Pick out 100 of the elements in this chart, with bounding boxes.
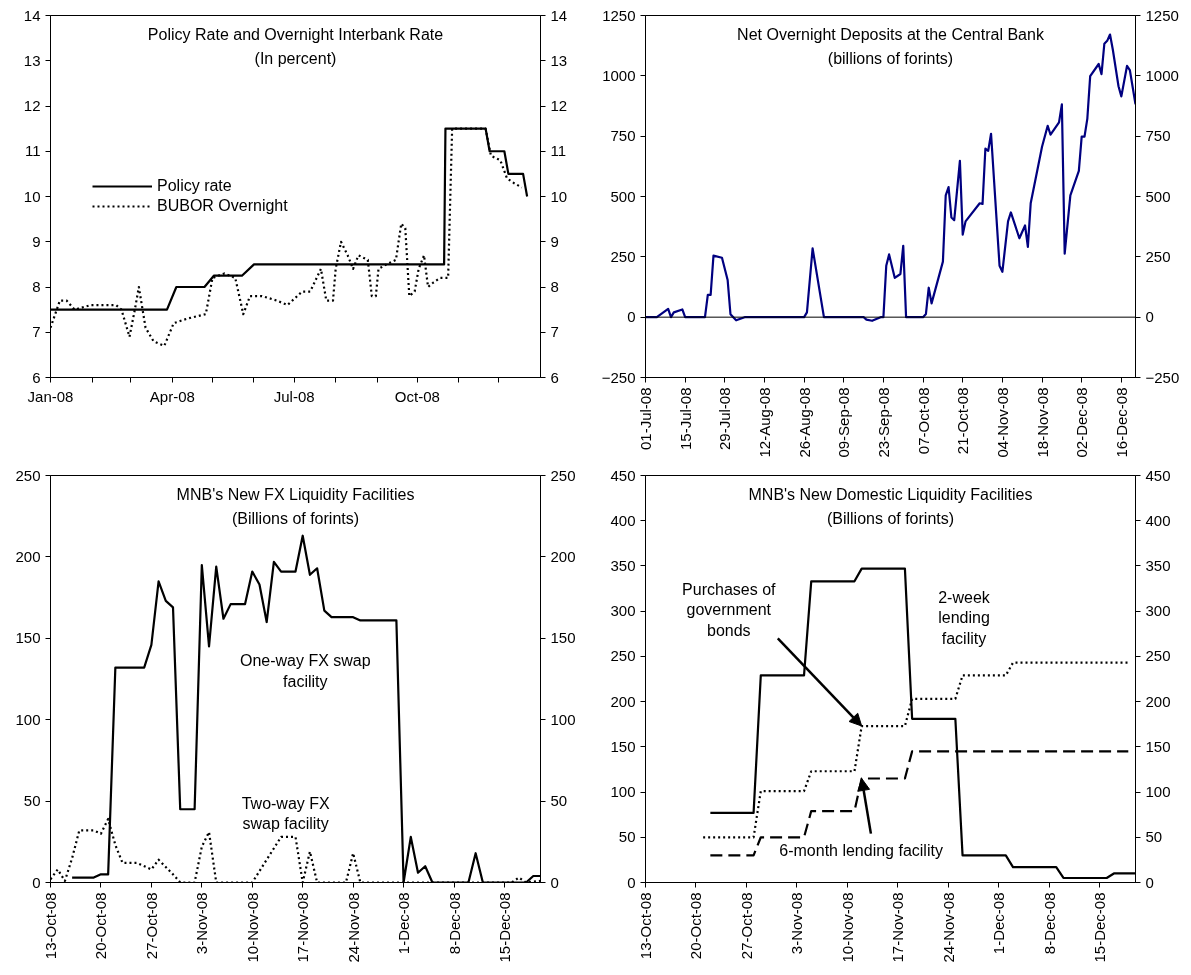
x-tick-label: 8-Dec-08 — [1040, 892, 1058, 955]
y-tick-label: 200 — [15, 547, 41, 565]
x-tick-label: 04-Nov-08 — [993, 387, 1011, 458]
y2-tick-label: 250 — [550, 466, 576, 484]
text: (In percent) — [254, 49, 337, 67]
y-tick-label: 10 — [23, 187, 41, 205]
y-tick-label: 11 — [24, 142, 41, 160]
y-tick-label: 0 — [32, 873, 41, 891]
y-tick-label: 150 — [15, 629, 41, 647]
y2-tick-label: 100 — [1145, 783, 1171, 801]
y-tick-label: 250 — [15, 466, 41, 484]
x-tick-label: 10-Nov-08 — [838, 892, 856, 963]
y2-tick-label: 8 — [550, 278, 559, 295]
x-tick-label: 29-Jul-08 — [716, 387, 734, 451]
x-tick-label: 26-Aug-08 — [795, 387, 813, 458]
y-tick-label: 400 — [610, 511, 636, 529]
y-tick-label: 750 — [610, 127, 636, 145]
series-label: 2-week lending facility — [938, 589, 991, 647]
y2-tick-label: 13 — [550, 51, 568, 69]
x-tick-label: 15-Dec-08 — [1090, 892, 1108, 963]
y2-tick-label: 750 — [1145, 127, 1171, 145]
x-tick-label: 27-Oct-08 — [142, 892, 160, 960]
y-tick-label: 100 — [15, 710, 41, 728]
y2-tick-label: 250 — [1145, 247, 1171, 265]
y2-tick-label: 50 — [550, 792, 568, 810]
x-tick-label: 16-Dec-08 — [1112, 387, 1130, 458]
y2-tick-label: 300 — [1145, 602, 1171, 620]
y2-tick-label: 1000 — [1145, 66, 1179, 84]
y-tick-label: 100 — [610, 783, 636, 801]
y-tick-label: 450 — [610, 466, 636, 484]
x-tick-label: 8-Dec-08 — [445, 892, 463, 955]
legend-label: BUBOR Overnight — [157, 197, 288, 215]
x-tick-label: 1-Dec-08 — [395, 892, 413, 955]
y2-tick-label: 9 — [550, 232, 559, 250]
y-tick-label: 8 — [32, 278, 41, 295]
x-tick-label: 12-Aug-08 — [755, 387, 773, 458]
y2-tick-label: 14 — [550, 6, 568, 24]
text: Purchases of government bonds — [682, 580, 777, 639]
y2-tick-label: 500 — [1145, 187, 1171, 205]
y-tick-label: 50 — [618, 828, 636, 846]
y2-tick-label: 250 — [1145, 647, 1171, 665]
x-tick-label: 3-Nov-08 — [193, 892, 211, 955]
y2-tick-label: 400 — [1145, 511, 1171, 529]
y-tick-label: 9 — [32, 232, 41, 250]
x-tick-label: 21-Oct-08 — [954, 387, 972, 455]
x-tick-label: 24-Nov-08 — [344, 892, 362, 963]
series-label: 6-month lending facility — [779, 842, 943, 860]
y2-tick-label: 200 — [1145, 692, 1171, 710]
y2-tick-label: −250 — [1145, 368, 1180, 386]
y2-tick-label: 12 — [550, 97, 568, 114]
y-tick-label: 13 — [23, 51, 41, 69]
x-tick-label: Jan-08 — [27, 387, 74, 405]
y-tick-label: 1000 — [602, 66, 636, 84]
y-tick-label: 350 — [610, 556, 636, 574]
text: (billions of forints) — [827, 49, 954, 67]
series-label: One-way FX swap facility — [239, 652, 371, 690]
y2-tick-label: 7 — [550, 323, 559, 341]
text: Net Overnight Deposits at the Central Bank — [737, 25, 1045, 43]
y2-tick-label: 100 — [550, 710, 576, 728]
text: MNB's New FX Liquidity Facilities — [176, 485, 415, 503]
y-tick-label: 14 — [23, 6, 41, 24]
text: (Billions of forints) — [231, 509, 360, 527]
x-tick-label: 15-Dec-08 — [495, 892, 513, 963]
y2-tick-label: 0 — [550, 873, 559, 891]
x-tick-label: 27-Oct-08 — [737, 892, 755, 960]
x-tick-label: 20-Oct-08 — [687, 892, 705, 960]
x-tick-label: 09-Sep-08 — [835, 387, 853, 458]
x-tick-label: Apr-08 — [149, 387, 195, 405]
y-tick-label: 1250 — [602, 6, 636, 24]
y-tick-label: 250 — [610, 247, 636, 265]
legend-label: Policy rate — [157, 177, 232, 195]
x-tick-label: 17-Nov-08 — [889, 892, 907, 963]
y2-tick-label: 0 — [1145, 873, 1154, 891]
y2-tick-label: 200 — [550, 547, 576, 565]
y2-tick-label: 11 — [550, 142, 567, 160]
y-tick-label: −250 — [601, 368, 636, 386]
y-tick-label: 6 — [32, 368, 41, 386]
x-tick-label: 17-Nov-08 — [294, 892, 312, 963]
x-tick-label: 02-Dec-08 — [1073, 387, 1091, 458]
y-tick-label: 0 — [627, 308, 636, 326]
y-tick-label: 50 — [23, 792, 41, 810]
y2-tick-label: 1250 — [1145, 6, 1179, 24]
x-tick-label: 24-Nov-08 — [939, 892, 957, 963]
y-tick-label: 500 — [610, 187, 636, 205]
y2-tick-label: 10 — [550, 187, 568, 205]
x-tick-label: Jul-08 — [273, 387, 315, 405]
y2-tick-label: 0 — [1145, 308, 1154, 326]
x-tick-label: 13-Oct-08 — [42, 892, 59, 960]
x-tick-label: 20-Oct-08 — [92, 892, 110, 960]
y2-tick-label: 50 — [1145, 828, 1163, 846]
text: Policy Rate and Overnight Interbank Rate — [147, 25, 444, 43]
y-tick-label: 300 — [610, 602, 636, 620]
x-tick-label: 1-Dec-08 — [990, 892, 1008, 955]
x-tick-label: Oct-08 — [394, 387, 440, 405]
y-tick-label: 250 — [610, 647, 636, 665]
y2-tick-label: 150 — [1145, 737, 1171, 755]
x-tick-label: 3-Nov-08 — [788, 892, 806, 955]
series-label: Two-way FX swap facility — [241, 794, 331, 833]
x-tick-label: 23-Sep-08 — [874, 387, 892, 458]
x-tick-label: 07-Oct-08 — [914, 387, 932, 455]
